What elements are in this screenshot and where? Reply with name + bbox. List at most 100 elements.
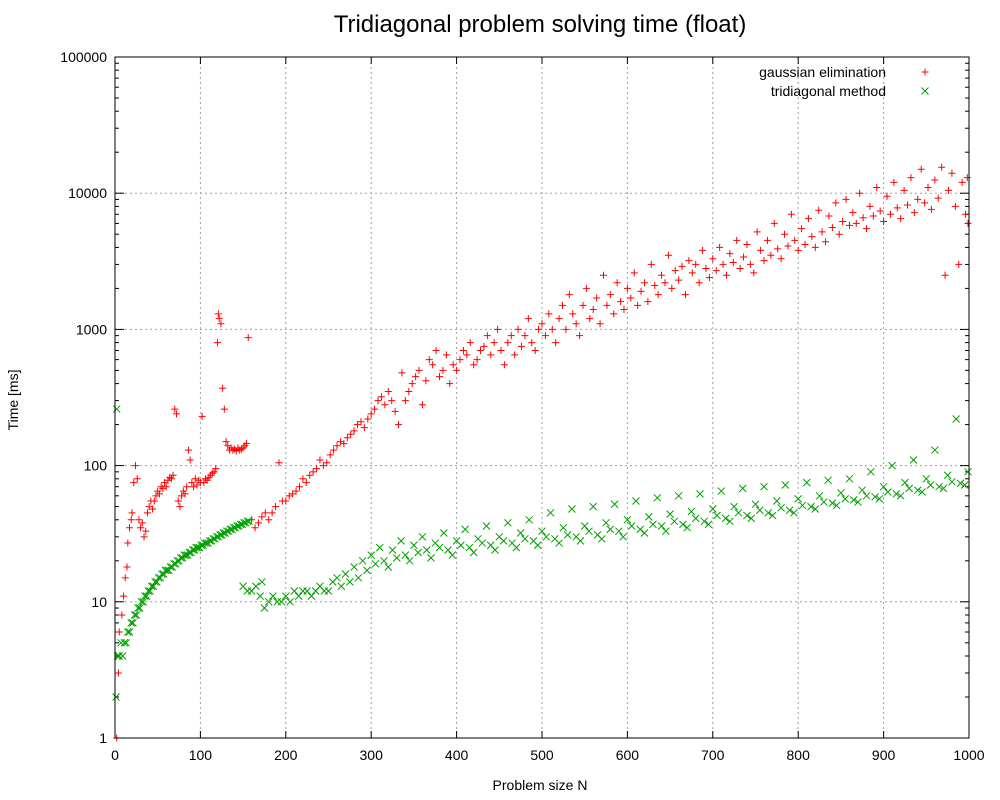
data-point	[192, 543, 200, 552]
data-point	[220, 405, 228, 413]
data-point	[924, 184, 932, 192]
data-point	[671, 267, 679, 275]
data-point	[818, 228, 826, 236]
data-point	[444, 546, 452, 554]
data-point	[130, 611, 139, 619]
data-point	[747, 514, 756, 523]
data-point	[666, 510, 674, 519]
data-point	[586, 315, 594, 323]
data-point	[883, 192, 891, 200]
data-point	[401, 397, 409, 405]
x-tick-label: 100	[189, 747, 213, 763]
data-point	[913, 486, 922, 495]
data-point	[341, 570, 350, 578]
data-point	[743, 241, 751, 249]
data-point	[533, 541, 542, 550]
data-point	[478, 539, 487, 547]
data-point	[463, 351, 471, 359]
data-point	[589, 305, 597, 313]
x-tick-label: 900	[872, 747, 896, 763]
data-point	[897, 215, 905, 223]
data-point	[149, 582, 158, 591]
x-tick-label: 200	[274, 747, 298, 763]
data-point	[203, 476, 211, 484]
data-point	[392, 554, 401, 562]
data-point	[449, 361, 457, 369]
data-point	[849, 496, 858, 504]
data-point	[182, 551, 190, 560]
data-point	[292, 487, 300, 495]
data-point	[576, 332, 584, 340]
x-tick-label: 300	[360, 747, 384, 763]
data-point	[319, 462, 327, 470]
data-point	[683, 523, 692, 532]
data-point	[721, 514, 730, 523]
x-axis-ticks: 0 100 200 300 400 500 600 700 800 900 1000	[111, 57, 985, 763]
data-point	[726, 250, 734, 258]
data-point	[191, 475, 199, 483]
data-point	[785, 506, 794, 515]
data-point	[217, 320, 225, 328]
data-point	[931, 176, 939, 184]
data-point	[210, 468, 218, 476]
data-point	[770, 219, 778, 227]
data-point	[939, 484, 948, 493]
data-point	[122, 638, 130, 647]
data-point	[918, 488, 926, 496]
data-point	[295, 483, 303, 491]
data-point	[768, 511, 777, 520]
data-point	[333, 442, 341, 450]
y-tick-label: 1	[99, 730, 107, 746]
data-point	[627, 294, 635, 302]
x-tick-label: 800	[787, 747, 811, 763]
data-point	[896, 491, 905, 500]
data-point	[213, 339, 221, 347]
data-point	[678, 262, 686, 270]
data-point	[268, 509, 276, 517]
data-point	[907, 174, 915, 182]
data-point	[364, 415, 372, 423]
data-point	[152, 492, 160, 500]
data-point	[507, 332, 515, 340]
data-point	[757, 246, 765, 254]
data-point	[499, 537, 508, 545]
data-point	[634, 301, 642, 309]
series-tridiagonal-method	[112, 405, 972, 701]
data-point	[183, 483, 191, 491]
data-point	[427, 554, 435, 562]
data-point	[138, 519, 146, 527]
data-point	[702, 264, 710, 272]
data-point	[350, 427, 358, 435]
data-point	[845, 474, 854, 483]
data-point	[832, 501, 841, 510]
data-point	[473, 356, 481, 364]
data-point	[435, 543, 444, 552]
data-point	[798, 501, 807, 510]
data-point	[286, 597, 294, 606]
data-point	[661, 279, 669, 287]
data-point	[490, 339, 498, 347]
data-point	[118, 611, 126, 619]
data-point	[115, 652, 124, 660]
data-point	[258, 578, 266, 586]
data-point	[114, 669, 122, 677]
data-point	[388, 397, 396, 405]
data-point	[914, 195, 922, 203]
data-point	[619, 532, 627, 541]
data-point	[863, 225, 871, 233]
data-point	[751, 500, 760, 509]
data-point	[632, 497, 640, 505]
data-point	[371, 559, 380, 568]
data-point	[541, 332, 549, 340]
data-point	[835, 230, 843, 238]
data-point	[137, 524, 145, 532]
data-point	[802, 478, 811, 487]
data-point	[893, 204, 901, 212]
data-point	[651, 282, 659, 290]
data-point	[674, 491, 683, 500]
data-point	[120, 592, 128, 600]
data-point	[832, 199, 840, 207]
data-point	[367, 410, 375, 418]
data-point	[900, 186, 908, 194]
data-point	[142, 592, 151, 601]
